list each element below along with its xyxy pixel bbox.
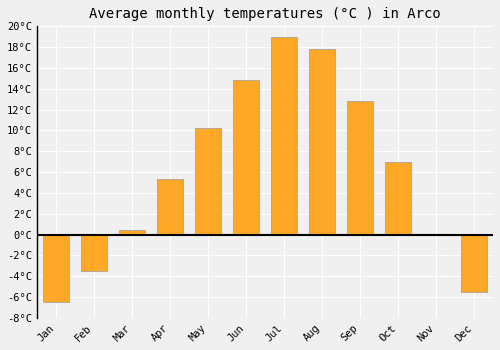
Bar (42, 234, 69, 302)
Bar (232, 80, 259, 235)
Bar (346, 101, 374, 234)
Bar (118, 230, 145, 235)
Bar (194, 128, 221, 234)
Bar (156, 179, 183, 235)
Bar (460, 234, 487, 292)
Bar (384, 162, 411, 235)
Bar (308, 49, 336, 234)
Bar (80, 234, 107, 271)
Title: Average monthly temperatures (°C ) in Arco: Average monthly temperatures (°C ) in Ar… (89, 7, 441, 21)
Bar (270, 37, 297, 235)
